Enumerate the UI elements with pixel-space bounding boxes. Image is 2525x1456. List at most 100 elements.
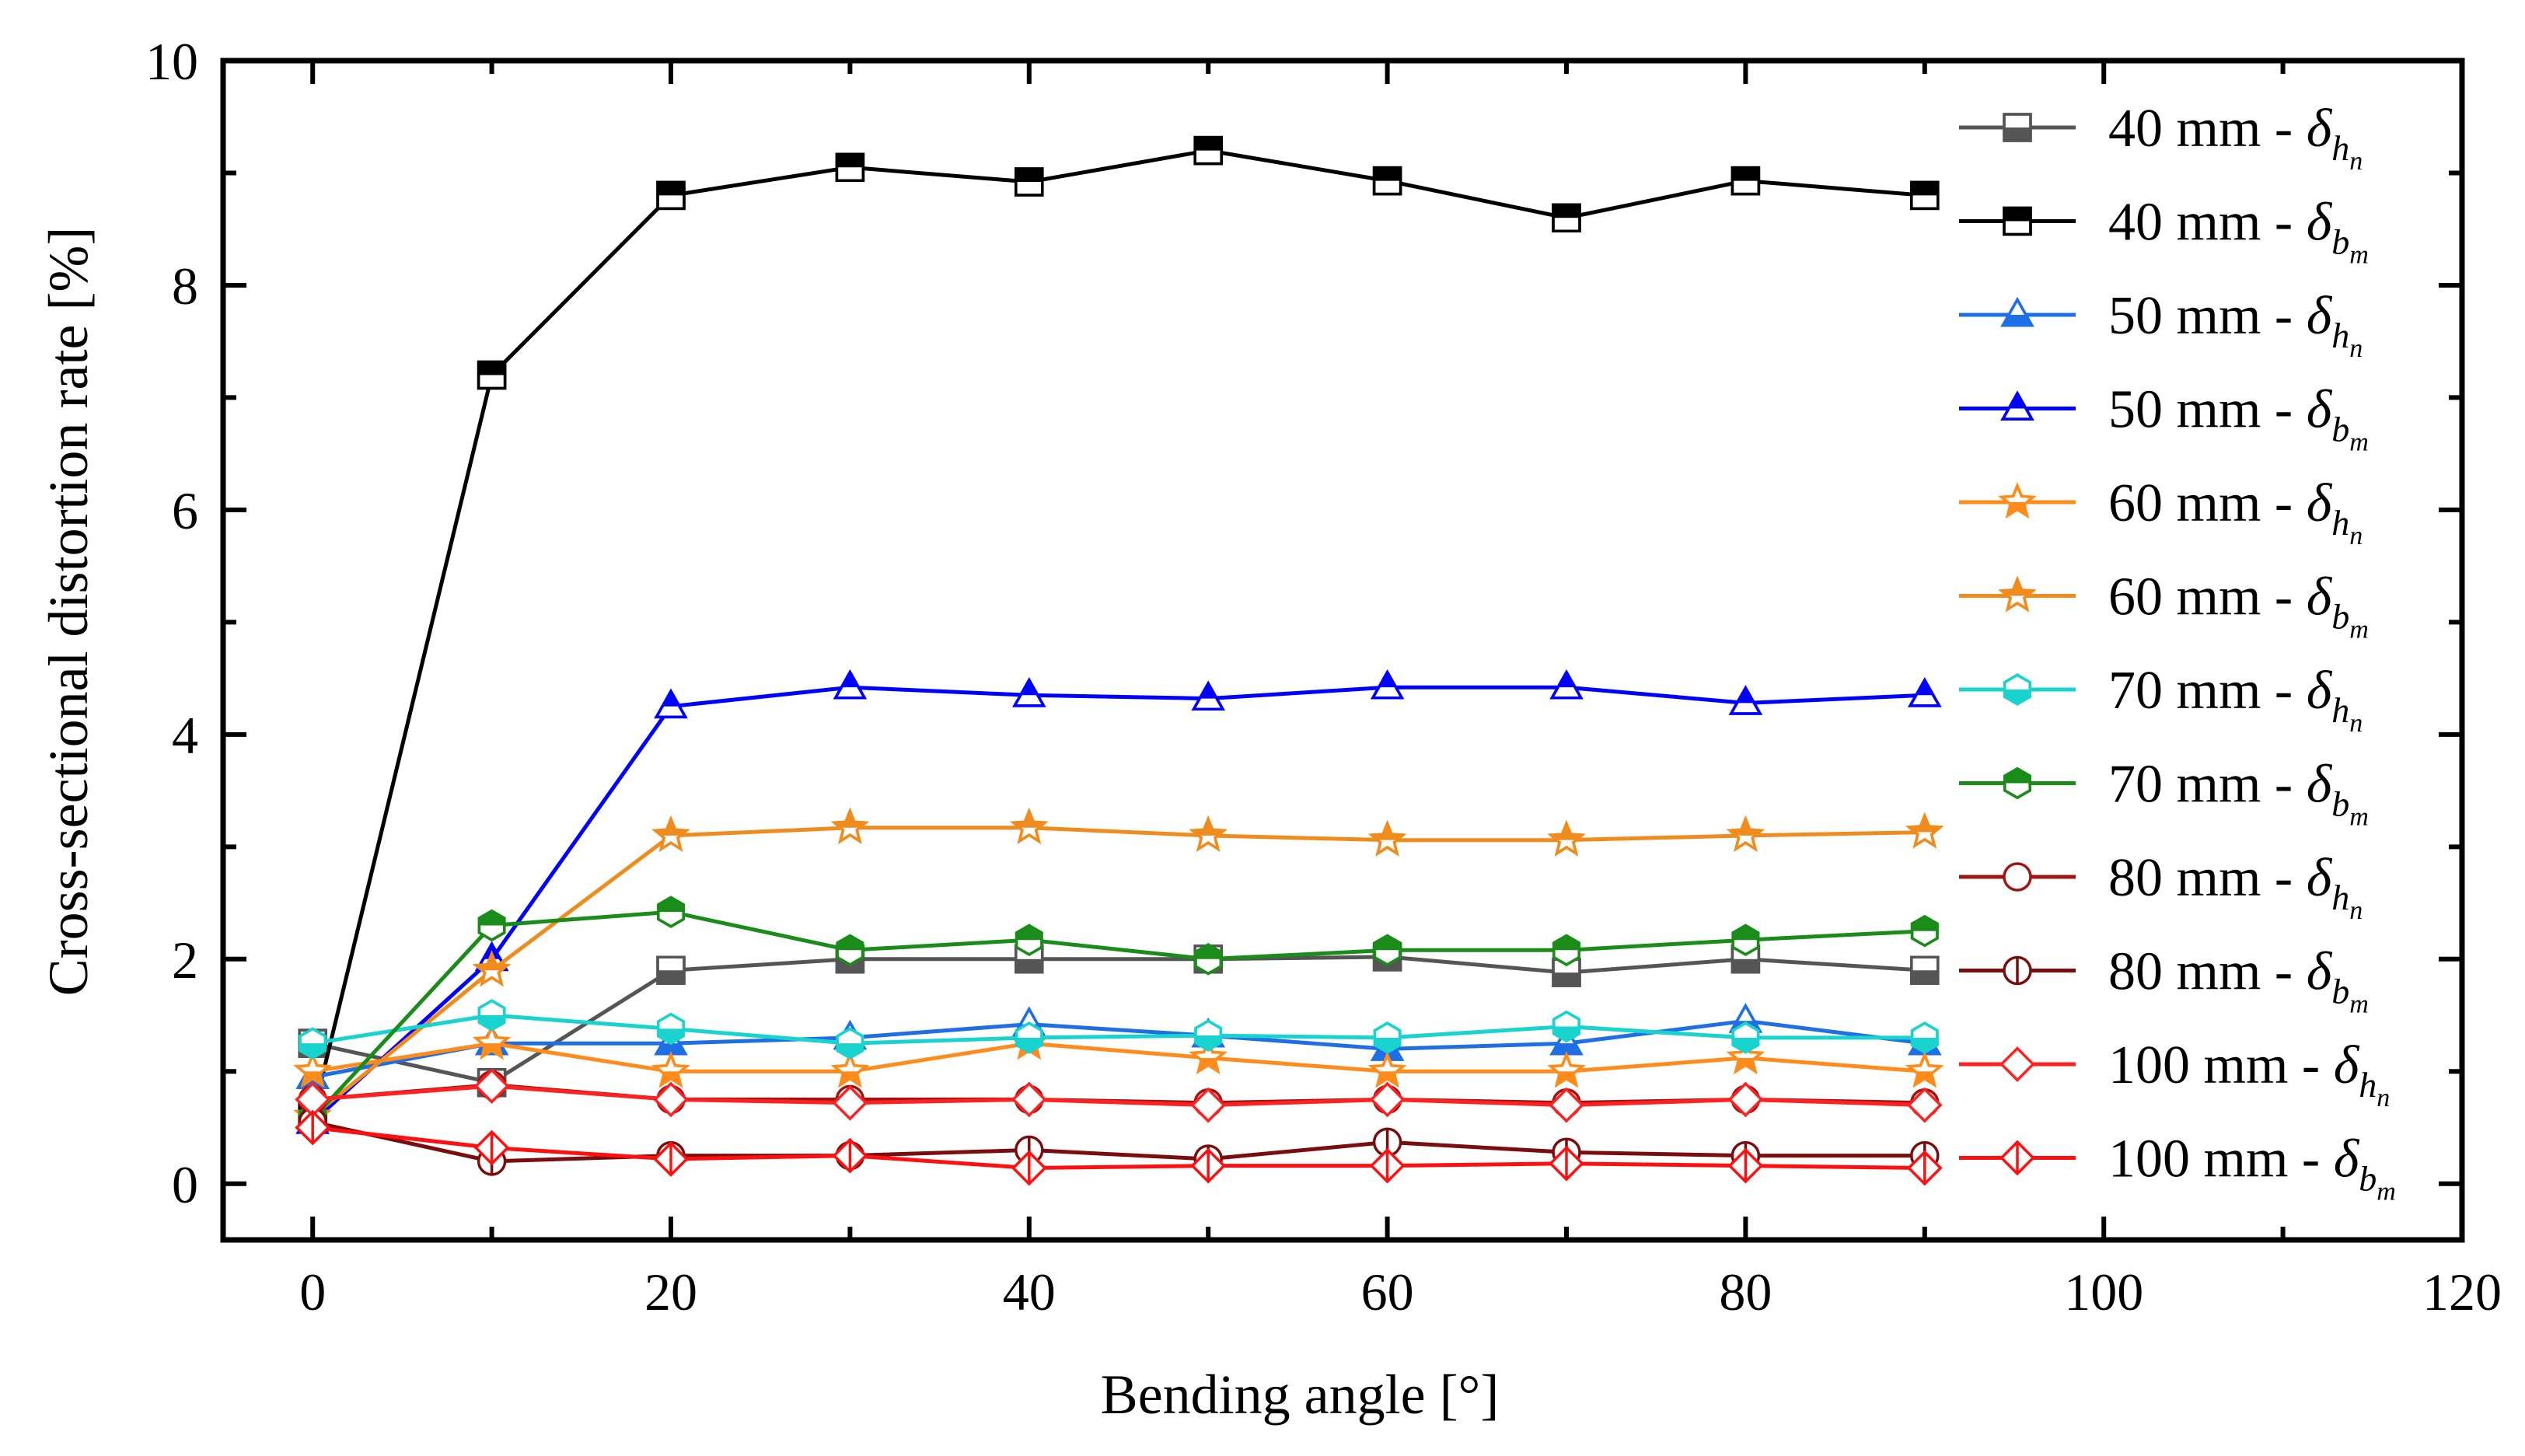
data-point — [477, 999, 506, 1032]
series-12 — [295, 1109, 1943, 1186]
series-line — [311, 826, 1925, 1119]
series-line — [313, 1084, 1925, 1108]
data-point — [1552, 1010, 1580, 1043]
x-tick-label: 100 — [2064, 1262, 2143, 1322]
data-point — [830, 807, 870, 844]
data-point — [1552, 934, 1580, 967]
data-point — [473, 1130, 510, 1166]
legend-marker — [1999, 1140, 2035, 1176]
data-point — [1015, 924, 1043, 956]
y-tick-label: 2 — [172, 931, 198, 990]
data-point — [653, 1141, 689, 1177]
data-point — [1906, 1150, 1943, 1186]
data-point — [1727, 1147, 1764, 1184]
data-point — [477, 909, 506, 942]
data-point — [1549, 1145, 1584, 1182]
legend-label: 70 mm - δbm — [2108, 755, 2369, 832]
data-point — [1910, 955, 1940, 986]
data-point — [1910, 914, 1939, 948]
data-point — [1910, 180, 1940, 211]
data-point — [1190, 1087, 1227, 1123]
data-point — [833, 669, 868, 700]
data-point — [1367, 1051, 1407, 1088]
data-point — [836, 934, 864, 967]
data-point — [1015, 1021, 1043, 1054]
data-point — [1549, 1087, 1584, 1123]
x-axis-title: Bending angle [°] — [1101, 1363, 1500, 1426]
data-point — [1191, 680, 1225, 711]
data-point — [1369, 1147, 1406, 1184]
data-point — [1547, 819, 1586, 857]
data-point — [832, 1137, 868, 1174]
data-point — [1905, 1051, 1944, 1088]
legend-marker — [2000, 390, 2034, 421]
legend-item: 60 mm - δbm — [1959, 567, 2369, 644]
series-4 — [295, 669, 1942, 1134]
x-tick-label: 60 — [1361, 1262, 1414, 1322]
data-point — [656, 955, 686, 986]
data-point — [1731, 924, 1760, 956]
legend-label: 70 mm - δhn — [2108, 661, 2363, 738]
data-point — [832, 1084, 868, 1121]
plot-frame — [220, 58, 2465, 1243]
data-point — [295, 1109, 331, 1146]
legend-label: 40 mm - δbm — [2108, 193, 2369, 270]
legend-item: 70 mm - δbm — [1959, 755, 2369, 832]
data-point — [1549, 669, 1584, 700]
legend-item: 100 mm - δbm — [1959, 1130, 2396, 1206]
y-tick-label: 0 — [172, 1155, 198, 1214]
legend-marker — [1998, 482, 2037, 519]
data-point — [1367, 819, 1407, 857]
series-6 — [293, 807, 1944, 1133]
series-2 — [298, 135, 1940, 1131]
data-point — [830, 1051, 870, 1088]
legend-marker — [2003, 862, 2032, 892]
data-point — [1727, 1081, 1764, 1118]
data-point — [835, 152, 865, 183]
data-point — [654, 688, 688, 719]
y-tick-label: 10 — [145, 32, 198, 91]
data-point — [1908, 677, 1942, 707]
y-axis-title: Cross-sectional distortion rate [%] — [37, 227, 100, 997]
data-point — [1015, 167, 1044, 197]
data-point — [1373, 934, 1402, 967]
series-line — [312, 1126, 1925, 1170]
x-tick-label: 120 — [2422, 1262, 2502, 1322]
data-point — [1906, 1087, 1943, 1123]
data-point — [293, 1051, 332, 1088]
series-5 — [293, 1023, 1944, 1088]
x-tick-label: 40 — [1003, 1262, 1056, 1322]
legend-label: 50 mm - δhn — [2108, 286, 2363, 363]
series-line — [312, 1041, 1925, 1074]
data-point — [1730, 166, 1761, 196]
data-point — [1370, 669, 1405, 700]
y-tick-label: 8 — [172, 257, 198, 316]
data-point — [657, 896, 685, 928]
data-point — [1372, 166, 1402, 196]
legend-label: 40 mm - δhn — [2108, 99, 2363, 176]
legend-label: 80 mm - δbm — [2108, 942, 2369, 1019]
legend-marker — [2003, 206, 2032, 236]
data-point — [1547, 1051, 1586, 1088]
series-line — [311, 685, 1925, 1124]
data-point — [1552, 203, 1581, 233]
legend-item: 80 mm - δhn — [1959, 848, 2363, 925]
y-tick-label: 6 — [172, 481, 198, 540]
data-point — [299, 1027, 327, 1060]
x-tick-label: 0 — [299, 1262, 326, 1322]
series-9 — [298, 1070, 1940, 1118]
data-point — [1726, 1038, 1765, 1074]
legend-item: 40 mm - δbm — [1959, 193, 2369, 270]
legend-marker — [2003, 766, 2031, 800]
legend-item: 70 mm - δhn — [1959, 661, 2363, 738]
data-point — [651, 815, 690, 852]
legend-item: 60 mm - δhn — [1959, 473, 2363, 550]
series-line — [311, 910, 1925, 1120]
data-point — [1012, 677, 1046, 707]
data-point — [651, 1051, 690, 1088]
legend-item: 40 mm - δhn — [1959, 99, 2363, 176]
series-11 — [295, 1068, 1943, 1123]
x-tick-label: 20 — [644, 1262, 697, 1322]
data-point — [836, 1027, 864, 1060]
